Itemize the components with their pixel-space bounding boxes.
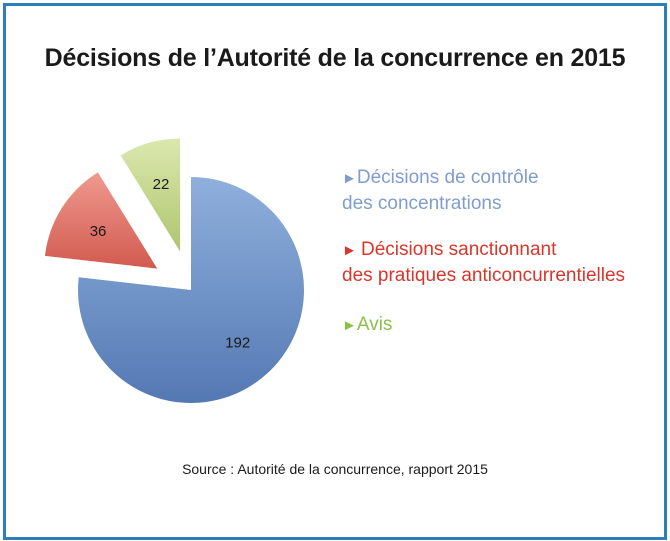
pie-slice-concentrations-label: 192 (225, 334, 250, 351)
chart-title: Décisions de l’Autorité de la concurrenc… (44, 44, 626, 72)
legend-entry-avis: ►Avis (342, 314, 392, 335)
legend-label-line1: Décisions sanctionnant (361, 239, 557, 260)
legend-item-avis: ►Avis (342, 312, 392, 338)
pie-slice-avis (120, 138, 181, 252)
legend-item-sanctions: ► Décisions sanctionnant des pratiques a… (342, 237, 625, 288)
legend-arrow-icon: ► (342, 242, 362, 259)
pie-chart: 192 36 22 (44, 138, 304, 403)
legend-label-line1: Avis (356, 314, 393, 335)
pie-slice-avis-label: 22 (153, 176, 170, 193)
pie-slice-sanctions-label: 36 (90, 223, 107, 240)
legend-entry-concentrations: ►Décisions de contrôle des concentration… (342, 167, 539, 214)
legend-arrow-icon: ► (342, 317, 357, 334)
pie-slice-sanctions (44, 172, 158, 269)
chart-source: Source : Autorité de la concurrence, rap… (182, 461, 488, 477)
chart-frame: Décisions de l’Autorité de la concurrenc… (3, 3, 667, 540)
legend-entry-sanctions: ► Décisions sanctionnant des pratiques a… (342, 239, 625, 286)
legend-label-line2: des pratiques anticoncurrentielles (342, 265, 626, 286)
legend-item-concentrations: ►Décisions de contrôle des concentration… (342, 165, 539, 216)
legend-label-line2: des concentrations (342, 193, 502, 214)
pie-slice-concentrations (77, 177, 304, 403)
legend-arrow-icon: ► (342, 170, 357, 187)
legend-label-line1: Décisions de contrôle (356, 167, 539, 188)
